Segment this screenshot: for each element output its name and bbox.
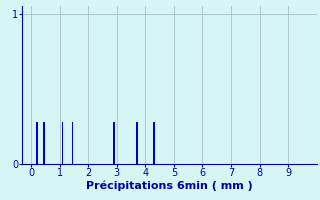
- Bar: [136, 122, 138, 164]
- Bar: [153, 122, 155, 164]
- Bar: [72, 122, 73, 164]
- Bar: [113, 122, 115, 164]
- Bar: [61, 122, 63, 164]
- Bar: [36, 122, 37, 164]
- X-axis label: Précipitations 6min ( mm ): Précipitations 6min ( mm ): [86, 181, 253, 191]
- Bar: [43, 122, 45, 164]
